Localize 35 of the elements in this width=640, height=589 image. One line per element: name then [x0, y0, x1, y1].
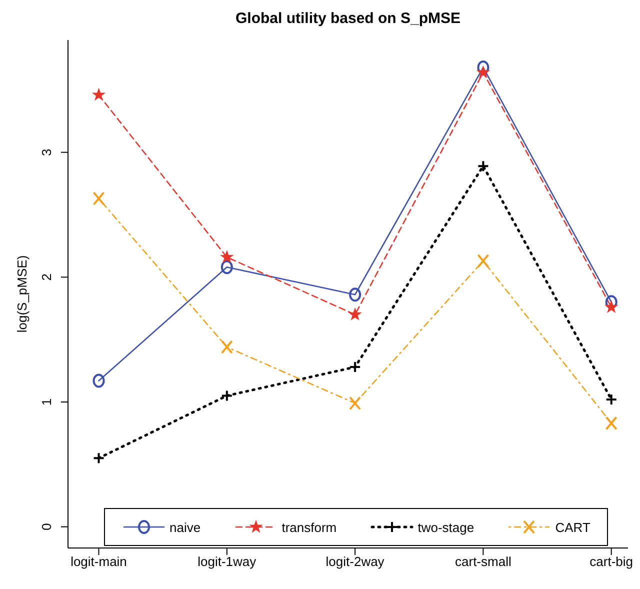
point: [349, 361, 362, 374]
point: [605, 300, 618, 312]
y-axis-title: log(S_pMSE): [14, 255, 30, 333]
chart-title: Global utility based on S_pMSE: [234, 10, 462, 27]
point: [220, 390, 233, 402]
point: [477, 60, 490, 74]
point: [220, 260, 233, 274]
point: [477, 66, 490, 78]
point: [220, 340, 233, 354]
point: [92, 192, 105, 206]
y-tick-label: 0: [39, 523, 54, 530]
x-tick-label: logit-main: [70, 554, 127, 570]
point: [605, 416, 618, 430]
point: [605, 393, 618, 406]
point: [92, 88, 105, 100]
point: [349, 288, 362, 302]
point: [477, 254, 490, 268]
legend-label: CART: [554, 519, 590, 535]
point: [92, 452, 105, 464]
point: [92, 374, 105, 388]
x-tick-label: cart-big: [590, 554, 634, 570]
point: [348, 308, 362, 320]
x-tick-label: logit-2way: [326, 554, 385, 570]
x-tick-label: cart-small: [455, 554, 512, 570]
y-tick-label: 2: [39, 274, 54, 281]
point: [605, 295, 618, 310]
x-tick-label: logit-1way: [198, 554, 257, 570]
point: [220, 250, 234, 262]
point: [349, 396, 362, 410]
legend-label: two-stage: [416, 519, 474, 535]
legend-label: transform: [280, 519, 337, 535]
y-tick-label: 3: [39, 148, 54, 156]
point: [477, 160, 490, 172]
y-tick-label: 1: [39, 398, 54, 406]
legend-label: naive: [168, 519, 201, 535]
